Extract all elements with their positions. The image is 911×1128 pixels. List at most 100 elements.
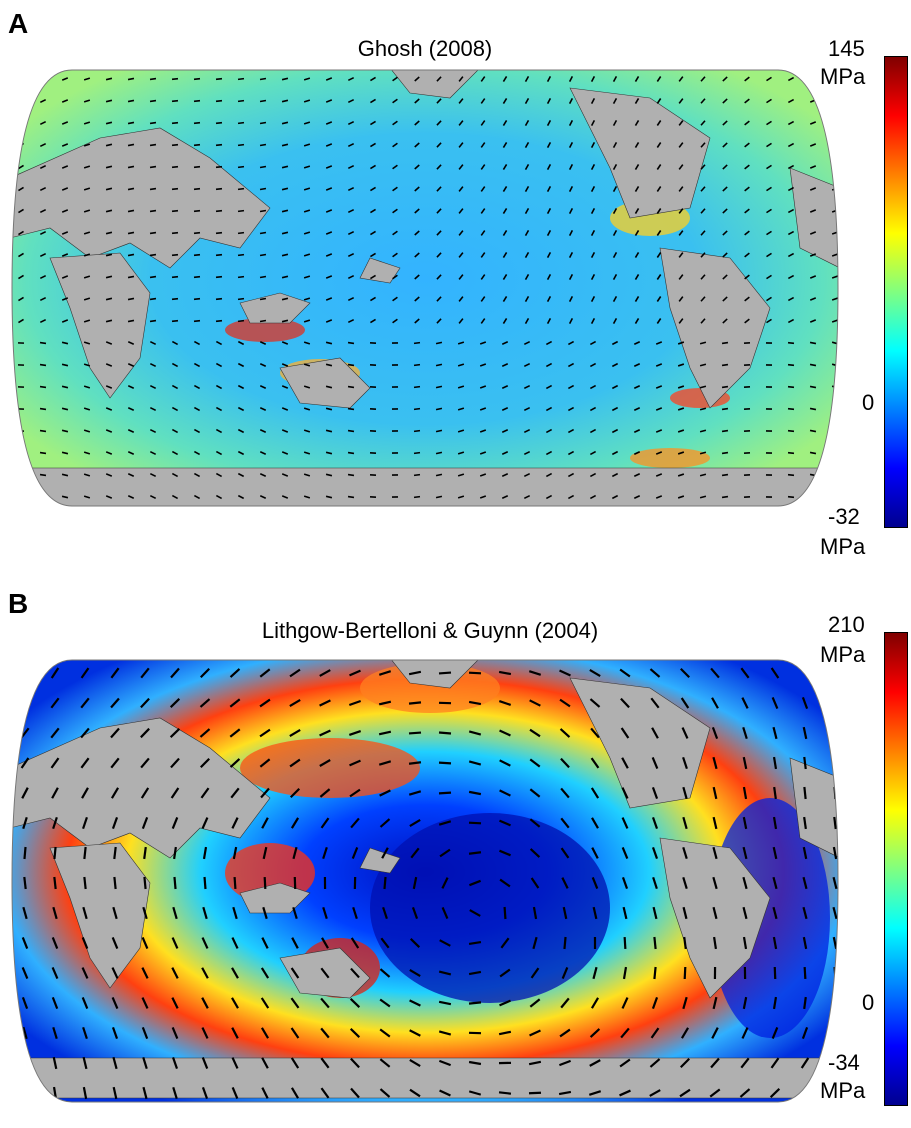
map-outline bbox=[11, 659, 839, 1103]
landmass bbox=[239, 292, 311, 324]
stress-tick bbox=[700, 230, 706, 236]
stress-tick bbox=[141, 937, 149, 949]
stress-tick bbox=[560, 997, 570, 1009]
stress-tick bbox=[325, 275, 333, 279]
stress-tick bbox=[712, 876, 718, 890]
stress-tick bbox=[591, 877, 599, 889]
colorbar-b-zero: 0 bbox=[862, 990, 875, 1015]
stress-tick bbox=[105, 297, 113, 301]
landmass bbox=[569, 87, 711, 219]
stress-tick bbox=[530, 967, 540, 979]
stress-tick bbox=[18, 186, 24, 192]
stress-tick bbox=[233, 876, 237, 890]
stress-tick bbox=[111, 816, 119, 830]
stress-tick bbox=[259, 668, 271, 678]
stress-tick bbox=[83, 77, 91, 81]
stress-tick bbox=[149, 319, 157, 323]
stress-tick bbox=[303, 429, 311, 433]
stress-tick bbox=[832, 906, 838, 920]
stress-tick bbox=[700, 142, 706, 148]
stress-tick bbox=[347, 495, 355, 499]
stress-tick bbox=[787, 142, 795, 148]
stress-tick bbox=[469, 909, 481, 917]
stress-tick bbox=[739, 1088, 751, 1098]
stress-tick bbox=[171, 406, 179, 412]
stress-tick bbox=[499, 789, 511, 797]
stress-tick bbox=[589, 494, 597, 500]
stress-tick bbox=[772, 996, 778, 1010]
stress-tick bbox=[468, 700, 482, 706]
stress-tick bbox=[436, 252, 442, 258]
stress-tick bbox=[809, 121, 817, 125]
stress-tick bbox=[649, 1089, 661, 1097]
stress-tick bbox=[532, 936, 538, 950]
stress-tick bbox=[39, 407, 47, 411]
stress-tick bbox=[39, 164, 47, 170]
stress-tick bbox=[680, 697, 690, 709]
stress-tick bbox=[290, 817, 300, 829]
stress-tick bbox=[809, 451, 817, 455]
stress-tick bbox=[215, 77, 223, 81]
stress-tick bbox=[480, 252, 486, 258]
stress-tick bbox=[623, 936, 627, 950]
stress-tick bbox=[259, 429, 267, 433]
stress-tick bbox=[559, 728, 571, 738]
stress-tick bbox=[682, 906, 688, 920]
stress-tick bbox=[61, 473, 69, 477]
stress-tick bbox=[281, 363, 289, 367]
stress-tick bbox=[612, 185, 618, 193]
stress-tick bbox=[524, 119, 530, 127]
stress-tick bbox=[634, 76, 640, 82]
stress-tick bbox=[742, 996, 748, 1010]
stress-tick bbox=[52, 1056, 58, 1070]
stress-tick bbox=[409, 1088, 421, 1098]
stress-tick bbox=[766, 274, 772, 280]
stress-tick bbox=[193, 275, 201, 279]
stress-tick bbox=[18, 230, 24, 236]
stress-tick bbox=[348, 729, 362, 737]
stress-tick bbox=[61, 341, 69, 345]
stress-tick bbox=[320, 1057, 330, 1069]
stress-tick bbox=[589, 428, 597, 434]
stress-tick bbox=[105, 275, 113, 279]
stress-tick bbox=[127, 275, 135, 279]
stress-tick bbox=[589, 362, 597, 368]
stress-tick bbox=[320, 967, 330, 979]
stress-tick bbox=[683, 936, 687, 950]
stress-tick bbox=[81, 997, 89, 1009]
stress-tick bbox=[479, 407, 487, 411]
stress-tick bbox=[149, 494, 157, 500]
stress-tick bbox=[261, 817, 269, 829]
stress-tick bbox=[105, 165, 113, 169]
stress-tick bbox=[458, 318, 464, 324]
stress-tick bbox=[529, 848, 541, 858]
stress-tick bbox=[561, 877, 569, 889]
stress-tick bbox=[621, 847, 629, 859]
stress-tick bbox=[291, 937, 299, 949]
stress-tick bbox=[237, 209, 245, 213]
stress-tick bbox=[832, 1026, 838, 1040]
stress-tick bbox=[523, 406, 531, 412]
stress-tick bbox=[149, 406, 157, 412]
stress-tick bbox=[742, 786, 748, 800]
stress-tick bbox=[215, 165, 223, 169]
stress-tick bbox=[588, 1090, 602, 1096]
stress-tick bbox=[61, 495, 69, 499]
stress-tick bbox=[634, 318, 640, 324]
stress-tick bbox=[532, 906, 538, 920]
stress-tick bbox=[149, 428, 157, 434]
stress-tick bbox=[612, 97, 618, 105]
stress-tick bbox=[524, 229, 530, 237]
stress-tick bbox=[832, 876, 838, 890]
stress-tick bbox=[436, 164, 442, 170]
stress-tick bbox=[237, 143, 245, 147]
stress-tick bbox=[413, 429, 421, 433]
stress-tick bbox=[171, 253, 179, 257]
stress-tick bbox=[127, 209, 135, 213]
stress-tick bbox=[39, 363, 47, 367]
stress-tick bbox=[379, 1088, 391, 1098]
stress-tick bbox=[290, 967, 300, 979]
stress-tick bbox=[281, 165, 289, 169]
stress-tick bbox=[634, 186, 640, 192]
colorbar-a-min: -32 bbox=[828, 504, 860, 529]
